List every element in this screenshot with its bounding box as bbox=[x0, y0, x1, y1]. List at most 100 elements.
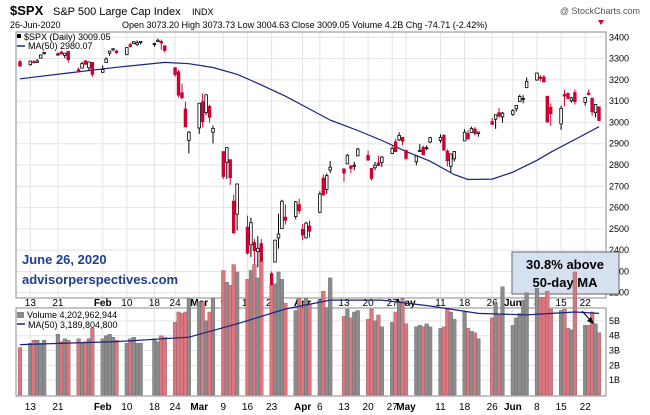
price-tick-label: 3200 bbox=[609, 75, 629, 85]
candle-body bbox=[597, 106, 601, 121]
price-legend-ma: MA(50) 2980.07 bbox=[28, 41, 93, 51]
volume-bar bbox=[400, 298, 405, 396]
candle-body bbox=[349, 165, 353, 169]
candle-body bbox=[369, 168, 374, 179]
x-tick-label: 11 bbox=[435, 402, 446, 413]
volume-bar bbox=[231, 264, 236, 396]
volume-tick-label: 2B bbox=[609, 360, 620, 370]
candle bbox=[366, 150, 370, 161]
volume-bar bbox=[259, 261, 264, 396]
volume-bar bbox=[183, 311, 188, 396]
candle-body bbox=[318, 193, 322, 213]
volume-bar bbox=[66, 339, 71, 396]
volume-bar bbox=[28, 342, 33, 396]
candle-body bbox=[66, 50, 70, 61]
volume-bar bbox=[300, 307, 305, 396]
price-tick-label: 3100 bbox=[609, 96, 629, 106]
candle bbox=[221, 151, 226, 180]
candle-body bbox=[462, 131, 467, 142]
candle-body bbox=[400, 136, 405, 142]
volume-bar bbox=[228, 285, 233, 396]
candle-body bbox=[562, 94, 567, 97]
x-tick-label: 26 bbox=[487, 402, 499, 413]
candle-body bbox=[63, 52, 67, 56]
volume-bar bbox=[572, 271, 577, 396]
candle bbox=[173, 67, 177, 77]
candle bbox=[586, 89, 591, 96]
candle bbox=[518, 94, 522, 102]
candle bbox=[163, 45, 167, 53]
candle-body bbox=[176, 71, 181, 96]
volume-bar bbox=[417, 325, 422, 396]
volume-bar bbox=[341, 316, 347, 396]
x-tick-label: 13 bbox=[338, 402, 350, 413]
candle bbox=[542, 74, 546, 83]
volume-bar bbox=[490, 317, 495, 396]
candle bbox=[318, 191, 322, 214]
candle bbox=[197, 102, 201, 134]
candle bbox=[349, 164, 353, 174]
volume-tick-label: 4B bbox=[609, 331, 620, 341]
candle bbox=[473, 127, 477, 136]
x-tick-label: May bbox=[396, 402, 416, 413]
volume-bar bbox=[59, 341, 64, 396]
volume-bar bbox=[493, 302, 498, 396]
candle-body bbox=[390, 147, 394, 154]
volume-bar bbox=[245, 279, 250, 396]
volume-bar bbox=[321, 291, 326, 396]
candle bbox=[104, 57, 108, 63]
volume-bar bbox=[107, 334, 112, 396]
arrow-head-icon bbox=[587, 317, 594, 324]
candle-body bbox=[42, 51, 46, 55]
candle-body bbox=[521, 98, 525, 100]
volume-bar bbox=[207, 311, 212, 396]
candle-body bbox=[442, 135, 446, 151]
candle bbox=[562, 89, 567, 107]
volume-bar bbox=[448, 311, 453, 396]
volume-bar bbox=[124, 342, 129, 396]
candle-body bbox=[83, 60, 88, 65]
candle bbox=[397, 132, 401, 142]
candle-body bbox=[187, 131, 191, 141]
candle bbox=[176, 70, 181, 98]
candle bbox=[428, 136, 432, 144]
volume-bar bbox=[421, 326, 426, 396]
candle-body bbox=[32, 61, 36, 64]
volume-bar bbox=[279, 279, 284, 396]
volume-bar bbox=[128, 338, 133, 396]
candle bbox=[590, 97, 594, 116]
volume-bar bbox=[317, 299, 322, 396]
candle-body bbox=[559, 107, 563, 125]
x-tick-label: 8 bbox=[534, 402, 540, 413]
candle bbox=[521, 95, 525, 104]
candle-body bbox=[449, 153, 453, 167]
candle bbox=[500, 111, 505, 123]
volume-bar bbox=[155, 341, 160, 396]
date-annotation: June 26, 2020 bbox=[22, 252, 107, 267]
volume-bar bbox=[352, 311, 357, 396]
x-tick-label: 21 bbox=[52, 298, 64, 309]
candle-body bbox=[380, 156, 384, 163]
quote-line: Open 3073.20 High 3073.73 Low 3004.63 Cl… bbox=[122, 20, 487, 30]
x-tick-label: 9 bbox=[221, 402, 227, 413]
candle-body bbox=[514, 104, 518, 110]
candle-body bbox=[424, 147, 429, 150]
volume-bars bbox=[17, 261, 602, 396]
candle-body bbox=[566, 93, 570, 99]
volume-bar bbox=[210, 298, 216, 396]
volume-bar bbox=[559, 310, 564, 396]
volume-bar bbox=[366, 319, 371, 396]
candle bbox=[38, 54, 43, 59]
volume-bar bbox=[297, 298, 302, 396]
candle-body bbox=[269, 273, 274, 286]
candle-body bbox=[535, 72, 539, 81]
volume-bar bbox=[324, 307, 329, 396]
candle-body bbox=[493, 114, 498, 120]
volume-bar bbox=[452, 319, 457, 396]
candle bbox=[187, 131, 191, 154]
candle-body bbox=[280, 200, 284, 230]
volume-tick-label: 5B bbox=[609, 316, 620, 326]
volume-bar bbox=[35, 339, 40, 396]
candle-body bbox=[204, 94, 208, 114]
candle-body bbox=[469, 128, 474, 133]
